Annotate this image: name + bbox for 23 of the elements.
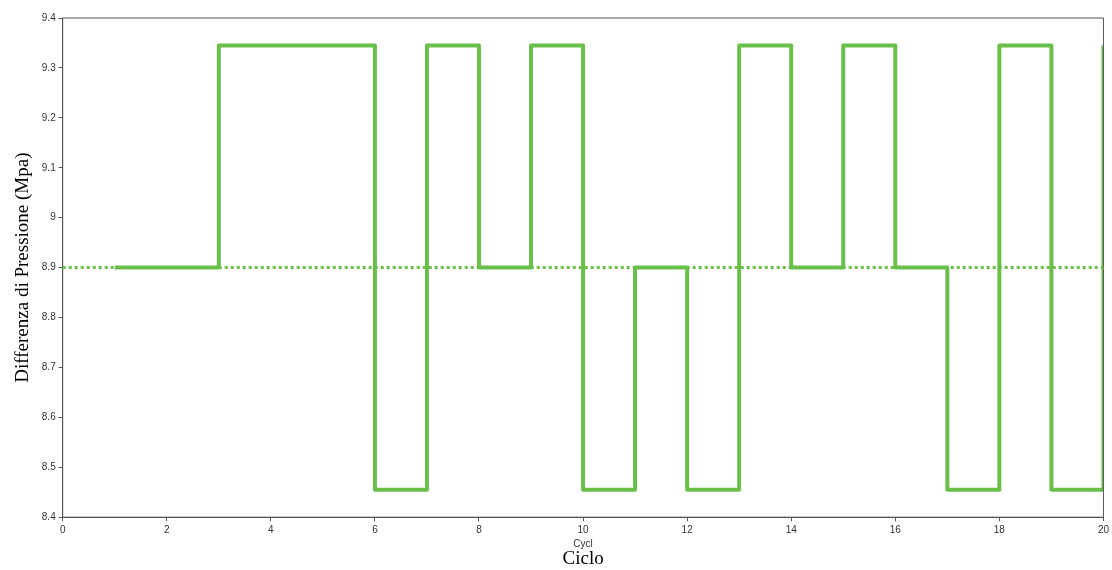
y-tick-label: 9.1 <box>41 161 57 173</box>
x-tick-label: 20 <box>1097 523 1110 535</box>
y-axis-title: Differenza di Pressione (Mpa) <box>11 152 34 383</box>
y-tick-label: 8.4 <box>41 510 57 522</box>
x-tick-label: 18 <box>993 523 1006 535</box>
y-tick-label: 8.5 <box>41 461 57 473</box>
x-tick-label: 4 <box>268 523 275 535</box>
y-tick-label: 9 <box>50 211 57 223</box>
x-tick-label: 16 <box>889 523 902 535</box>
y-tick-label: 8.8 <box>41 311 57 323</box>
y-tick-label: 9.2 <box>41 111 57 123</box>
y-tick-label: 9.4 <box>41 11 57 23</box>
x-tick-label: 14 <box>785 523 798 535</box>
y-tick-label: 8.9 <box>41 261 57 273</box>
x-tick-label: 10 <box>577 523 590 535</box>
x-tick-label: 8 <box>476 523 483 535</box>
y-tick-label: 8.7 <box>41 361 57 373</box>
x-tick-label: 6 <box>372 523 379 535</box>
x-tick-label: 0 <box>59 523 66 535</box>
x-tick-label: 12 <box>681 523 694 535</box>
y-tick-label: 9.3 <box>41 61 57 73</box>
y-tick-label: 8.6 <box>41 411 57 423</box>
x-tick-label: 2 <box>163 523 170 535</box>
